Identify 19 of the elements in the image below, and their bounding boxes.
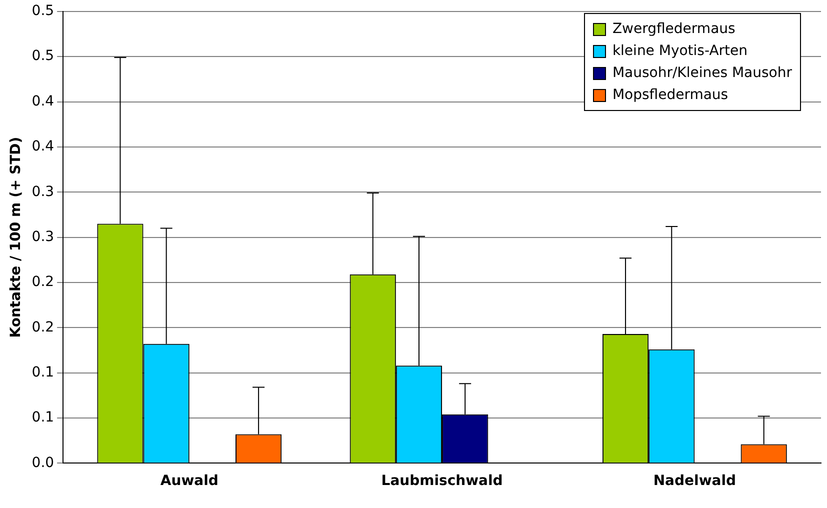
x-tick-label: Auwald: [160, 473, 218, 490]
legend-label: Mopsfledermaus: [612, 86, 728, 106]
y-tick-label: 0.2: [32, 319, 54, 336]
y-axis-title: Kontakte / 100 m (+ STD): [8, 136, 24, 338]
y-tick-label: 0.4: [32, 138, 54, 155]
legend-label: Zwergfledermaus: [612, 20, 736, 40]
x-tick-label: Nadelwald: [653, 473, 736, 490]
x-tick-label: Laubmischwald: [381, 473, 503, 490]
legend-label: kleine Myotis-Arten: [612, 42, 748, 62]
y-tick-label: 0.1: [32, 364, 54, 380]
y-tick-label: 0.0: [32, 454, 54, 471]
y-tick-label: 0.5: [32, 48, 54, 64]
y-tick-label: 0.1: [32, 410, 54, 426]
y-tick-label: 0.3: [32, 228, 54, 245]
legend-label: Mausohr/Kleines Mausohr: [612, 64, 792, 84]
y-tick-label: 0.3: [32, 184, 54, 200]
y-tick-label: 0.5: [32, 3, 54, 20]
y-tick-label: 0.4: [32, 93, 54, 110]
y-tick-label: 0.2: [32, 274, 54, 290]
